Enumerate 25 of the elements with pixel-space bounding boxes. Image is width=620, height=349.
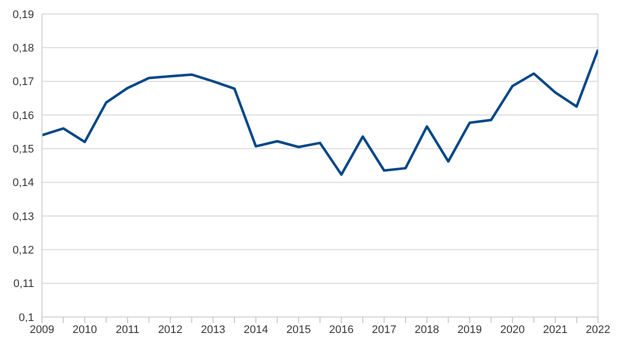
y-tick-label: 0,18 <box>12 42 34 55</box>
x-tick-label: 2020 <box>500 324 525 336</box>
y-tick-label: 0,14 <box>12 177 34 190</box>
x-tick-label: 2014 <box>244 324 268 336</box>
x-tick-label: 2009 <box>30 324 54 336</box>
x-tick-label: 2011 <box>116 324 140 336</box>
x-tick-label: 2015 <box>286 324 311 336</box>
line-series <box>42 48 598 176</box>
y-tick-label: 0,16 <box>12 110 34 122</box>
y-tick-label: 0,12 <box>12 244 34 257</box>
y-tick-label: 0,17 <box>12 76 34 88</box>
x-tick-label: 2019 <box>457 324 482 336</box>
x-tick-label: 2021 <box>542 324 568 336</box>
x-tick-label: 2022 <box>586 324 610 336</box>
y-tick-label: 0,13 <box>12 210 34 223</box>
x-tick-label: 2018 <box>414 324 440 336</box>
x-tick-label: 2010 <box>72 324 98 336</box>
y-tick-label: 0,15 <box>12 144 34 156</box>
x-tick-label: 2017 <box>372 324 396 336</box>
y-tick-label: 0,1 <box>18 312 34 324</box>
x-tick-label: 2012 <box>158 324 183 336</box>
y-tick-label: 0,11 <box>13 278 34 290</box>
x-tick-label: 2016 <box>329 324 354 336</box>
y-tick-label: 0,19 <box>12 8 34 21</box>
x-tick-label: 2013 <box>200 324 226 336</box>
